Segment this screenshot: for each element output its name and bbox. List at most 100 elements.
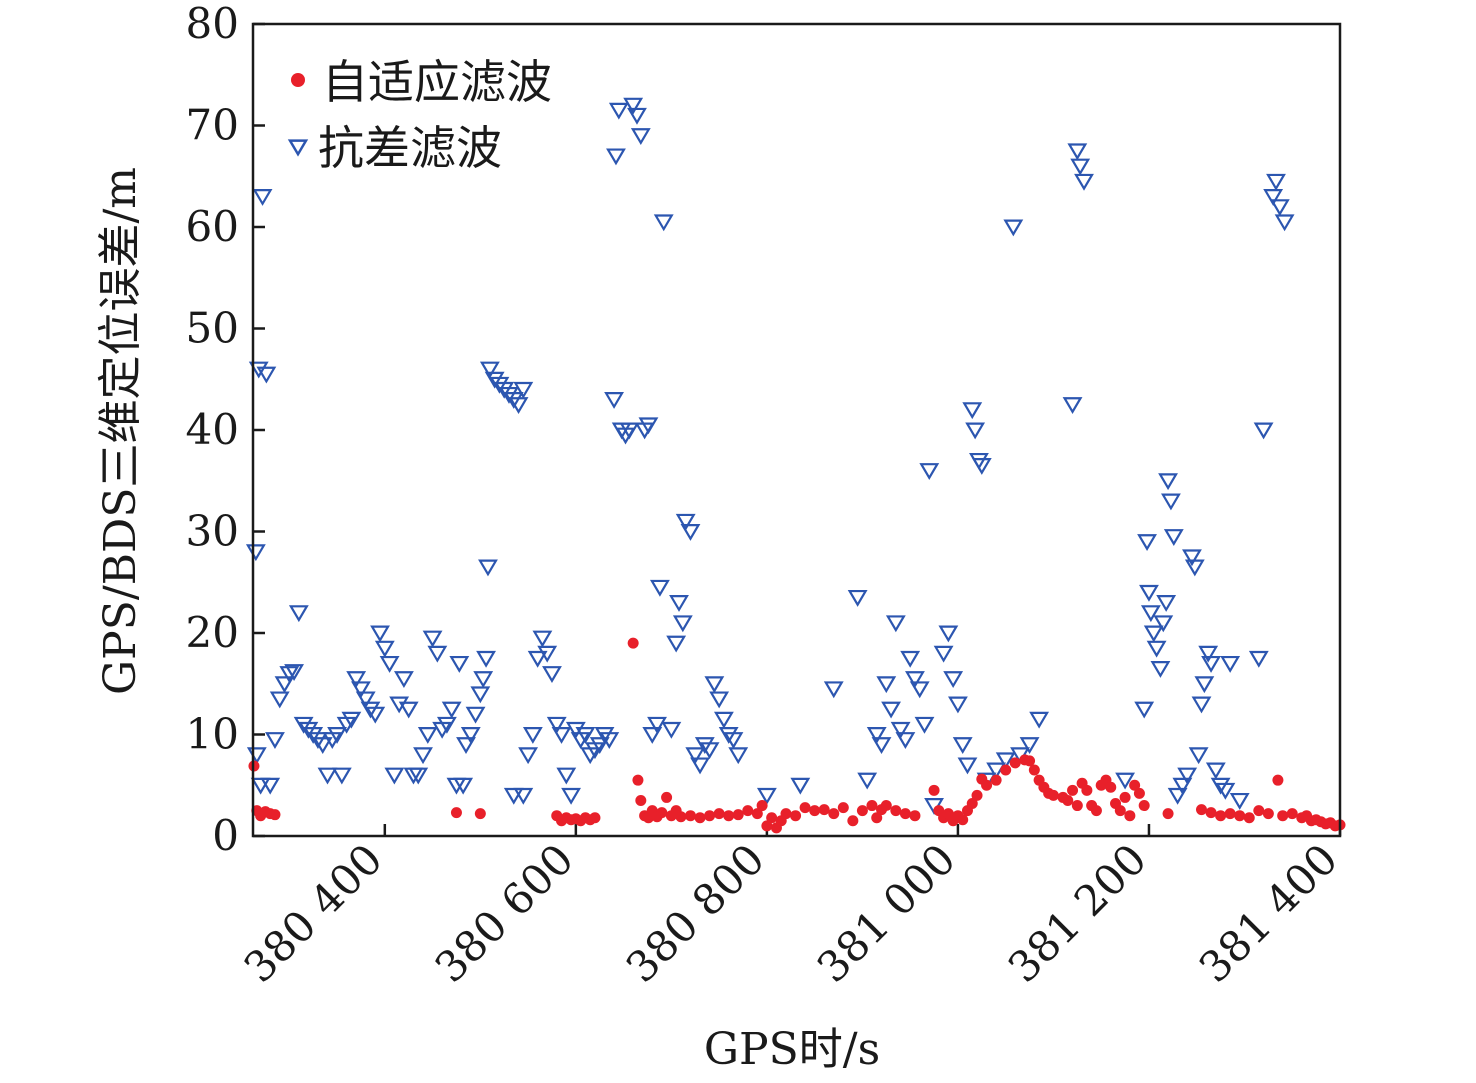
- robust-point: [694, 737, 715, 755]
- adaptive-point: [1071, 800, 1083, 812]
- robust-point: [948, 696, 968, 714]
- robust-point: [969, 452, 989, 470]
- robust-point: [527, 650, 548, 668]
- robust-point: [556, 767, 577, 785]
- robust-point: [608, 102, 629, 120]
- robust-point: [260, 777, 281, 795]
- robust-point: [1274, 214, 1295, 232]
- robust-point: [453, 777, 474, 795]
- adaptive-point: [1105, 781, 1117, 793]
- robust-point: [284, 664, 304, 681]
- adaptive-point: [847, 815, 859, 827]
- adaptive-point: [1067, 784, 1079, 796]
- robust-point: [575, 727, 596, 744]
- robust-point: [1029, 711, 1050, 729]
- robust-point: [1263, 189, 1284, 206]
- robust-point: [1067, 143, 1088, 161]
- robust-point: [630, 128, 651, 146]
- robust-point: [1248, 650, 1269, 668]
- robust-point: [1153, 615, 1174, 633]
- robust-point: [256, 366, 277, 384]
- x-axis-ticks: 380 400 380 600 380 800 381 000 381 200 381 4…: [234, 824, 1347, 992]
- robust-point: [351, 681, 371, 699]
- robust-point: [699, 742, 720, 760]
- robust-point: [1220, 655, 1241, 673]
- robust-point: [876, 676, 897, 694]
- robust-point: [427, 645, 448, 663]
- robust-point: [909, 681, 930, 699]
- robust-point: [456, 737, 476, 755]
- robust-point: [1070, 158, 1091, 176]
- adaptive-point: [684, 810, 696, 822]
- robust-point: [962, 402, 983, 420]
- robust-point: [638, 417, 659, 435]
- y-tick-label: 60: [186, 202, 239, 251]
- y-tick-label: 10: [186, 710, 239, 759]
- legend-label-adaptive: 自适应滤波: [322, 55, 552, 109]
- robust-point: [1229, 792, 1250, 810]
- adaptive-point: [899, 808, 911, 820]
- robust-point: [871, 737, 892, 755]
- adaptive-point: [909, 810, 921, 822]
- robust-point: [594, 727, 615, 744]
- robust-point: [847, 589, 868, 607]
- robust-point: [1003, 219, 1024, 237]
- adaptive-point: [837, 802, 849, 814]
- robust-point: [542, 666, 562, 683]
- robust-point: [857, 772, 878, 790]
- robust-point: [478, 559, 498, 577]
- legend-label-robust: 抗差滤波: [318, 121, 502, 175]
- adaptive-point: [856, 805, 868, 817]
- robust-point: [398, 701, 419, 719]
- robust-point: [713, 711, 734, 729]
- robust-point: [1167, 787, 1188, 805]
- y-tick-label: 20: [186, 608, 239, 657]
- robust-point: [389, 696, 410, 714]
- robust-point: [355, 691, 376, 709]
- y-tick-label: 80: [186, 0, 239, 48]
- robust-point: [489, 376, 510, 394]
- adaptive-point: [1162, 808, 1174, 820]
- robust-point: [1266, 173, 1286, 191]
- robust-point: [473, 671, 494, 689]
- adaptive-point: [966, 798, 978, 810]
- robust-point: [971, 458, 992, 475]
- robust-point: [675, 513, 696, 531]
- robust-point: [470, 686, 491, 704]
- robust-point: [293, 716, 314, 734]
- robust-point: [619, 422, 640, 440]
- adaptive-point: [704, 810, 716, 822]
- adaptive-point: [632, 774, 644, 786]
- robust-point: [943, 671, 964, 689]
- robust-point: [1115, 772, 1136, 790]
- adaptive-point: [809, 805, 821, 817]
- adaptive-point: [474, 808, 486, 820]
- adaptive-point: [450, 807, 462, 819]
- robust-point: [308, 732, 328, 749]
- robust-point: [513, 787, 534, 805]
- adaptive-point: [661, 791, 673, 803]
- adaptive-point: [742, 805, 754, 817]
- adaptive-point: [1028, 764, 1040, 776]
- robust-point: [653, 214, 674, 232]
- adaptive-point: [1205, 807, 1217, 819]
- adaptive-point: [928, 784, 940, 796]
- robust-point: [417, 727, 438, 744]
- robust-point: [1253, 422, 1274, 440]
- robust-point: [938, 625, 959, 643]
- adaptive-point: [635, 794, 647, 806]
- robust-point: [269, 691, 290, 709]
- adaptive-point: [981, 779, 993, 791]
- adaptive-point: [656, 807, 668, 819]
- robust-point: [728, 747, 749, 765]
- robust-point: [449, 655, 470, 673]
- robust-point: [465, 706, 486, 724]
- robust-point: [246, 747, 267, 765]
- robust-point: [532, 630, 553, 648]
- x-tick-label: 380 400: [234, 834, 391, 991]
- robust-point: [476, 650, 496, 668]
- robust-point: [408, 767, 429, 785]
- robust-point: [1201, 655, 1221, 673]
- plot-frame: [251, 22, 1342, 838]
- adaptive-point: [627, 637, 639, 649]
